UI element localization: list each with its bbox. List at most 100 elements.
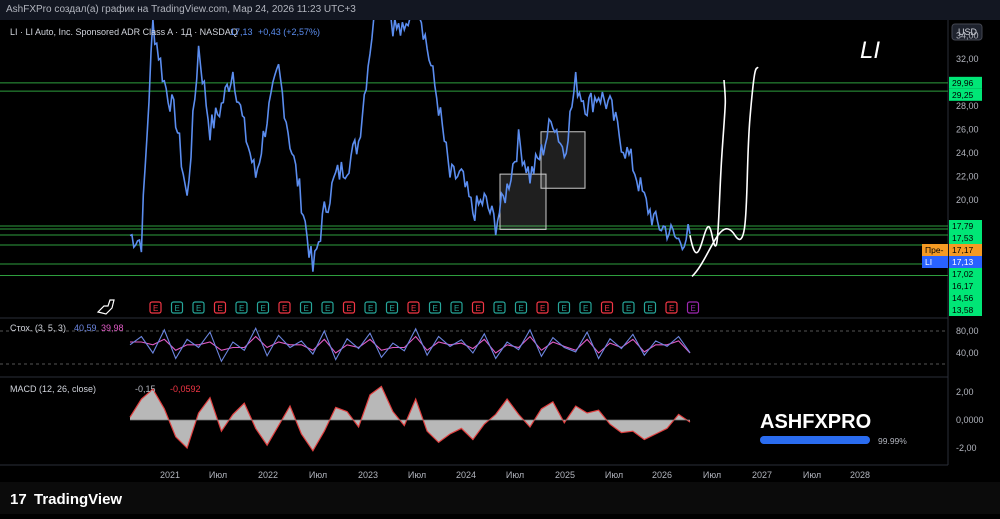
price-axis-tick: 34,00 [956, 30, 979, 40]
time-axis-tick: 2025 [555, 470, 575, 480]
time-axis-tick: 2022 [258, 470, 278, 480]
earnings-event-marker[interactable] [235, 301, 248, 314]
earnings-event-label: E [626, 304, 631, 313]
earnings-event-marker[interactable] [514, 301, 528, 314]
earnings-event-label: E [304, 304, 309, 313]
price-line-series[interactable] [129, 20, 691, 272]
earnings-event-marker[interactable] [149, 301, 162, 314]
replay-icon[interactable] [96, 299, 115, 315]
price-axis-tick: 22,00 [956, 171, 979, 181]
macd-value-2: -0,0592 [170, 384, 201, 394]
earnings-event-marker[interactable] [364, 301, 377, 314]
projection-path[interactable] [689, 79, 727, 254]
price-badge-value: 29,25 [952, 90, 974, 100]
earnings-event-marker[interactable] [342, 301, 356, 314]
macd-axis-tick: -2,00 [956, 443, 977, 453]
tradingview-logo[interactable]: 17 TradingView [0, 482, 160, 514]
macd-axis-tick: 0,0000 [956, 415, 984, 425]
price-badge [949, 232, 982, 244]
price-badge-value: 14,56 [952, 293, 974, 303]
earnings-event-marker[interactable] [170, 301, 184, 314]
price-badge-value: 17,13 [952, 257, 974, 267]
earnings-event-marker[interactable] [471, 301, 485, 314]
time-axis-tick: Июл [506, 470, 524, 480]
credit-text: AshFXPro создал(а) график на TradingView… [6, 4, 356, 15]
price-badge [949, 88, 982, 101]
price-badge [949, 292, 982, 304]
earnings-event-label: E [347, 304, 352, 313]
earnings-event-label: E [562, 304, 567, 313]
earnings-event-label: E [411, 304, 416, 313]
range-box[interactable] [540, 131, 586, 189]
stoch-axis-tick: 40,00 [956, 348, 979, 358]
currency-label[interactable]: USD [958, 27, 978, 37]
time-axis-tick: Июл [408, 470, 426, 480]
earnings-event-marker[interactable] [450, 301, 463, 314]
earnings-event-marker[interactable] [428, 301, 442, 314]
price-badge-prefix: LI [925, 257, 932, 267]
price-badge-value: 16,17 [952, 281, 974, 291]
price-badge [949, 220, 982, 232]
earnings-event-label: E [605, 304, 610, 313]
stoch-d-line[interactable] [130, 335, 691, 354]
earnings-event-marker[interactable] [665, 301, 678, 314]
time-axis-tick: 2027 [752, 470, 772, 480]
earnings-event-marker[interactable] [192, 301, 205, 314]
price-axis-tick: 20,00 [956, 195, 979, 205]
top-credit-bar: AshFXPro создал(а) график на TradingView… [0, 0, 1000, 20]
earnings-event-label: E [669, 304, 674, 313]
earnings-event-marker[interactable] [536, 301, 549, 314]
projection-path[interactable] [691, 66, 759, 278]
macd-axis-tick: 2,00 [956, 387, 974, 397]
macd-value-1: -0,15 [135, 384, 156, 394]
time-axis-tick: Июл [803, 470, 821, 480]
price-badge [949, 304, 982, 316]
price-badge-prefix: Пре- [925, 245, 944, 255]
stoch-title[interactable]: Стох. (3, 5, 3) [10, 323, 66, 333]
earnings-event-marker[interactable] [600, 301, 614, 314]
earnings-event-marker[interactable] [299, 301, 313, 314]
earnings-event-label: E [476, 304, 481, 313]
time-axis-tick: Июл [209, 470, 227, 480]
earnings-event-marker[interactable] [407, 301, 420, 314]
earnings-event-marker[interactable] [643, 301, 657, 314]
earnings-event-marker[interactable] [213, 301, 227, 314]
earnings-event-label: E [519, 304, 524, 313]
price-badge-tag [922, 256, 948, 268]
earnings-event-marker[interactable] [493, 301, 506, 314]
earnings-event-label: E [175, 304, 180, 313]
earnings-event-label: E [196, 304, 201, 313]
price-badge-value: 17,17 [952, 245, 974, 255]
chart-area[interactable]: LI LI · LI Auto, Inc. Sponsored ADR Class… [0, 20, 1000, 482]
stoch-k-value: 40,59 [74, 323, 97, 333]
stoch-k-line[interactable] [129, 326, 691, 363]
earnings-event-marker[interactable] [321, 301, 334, 314]
macd-title[interactable]: MACD (12, 26, close) [10, 384, 96, 394]
price-badge-value: 17,79 [952, 221, 974, 231]
earnings-event-marker[interactable] [622, 301, 635, 314]
earnings-event-label: E [433, 304, 438, 313]
watermark-brand: ASHFXPRO [760, 411, 871, 433]
macd-histogram-area[interactable] [130, 386, 690, 451]
earnings-event-label: E [583, 304, 588, 313]
earnings-event-marker[interactable] [385, 301, 399, 314]
earnings-event-marker[interactable] [557, 301, 571, 314]
legend-change: +0,43 (+2,57%) [258, 27, 320, 37]
earnings-event-marker[interactable] [686, 301, 700, 314]
price-badge [949, 76, 982, 89]
earnings-event-marker[interactable] [278, 301, 291, 314]
macd-signal-line[interactable] [129, 385, 691, 452]
earnings-event-label: E [325, 304, 330, 313]
earnings-event-marker[interactable] [256, 301, 270, 314]
legend-symbol[interactable]: LI · LI Auto, Inc. Sponsored ADR Class A… [10, 27, 238, 37]
footer-bar: 17 TradingView [0, 482, 1000, 514]
currency-button[interactable] [951, 23, 983, 41]
time-axis-tick: 2028 [850, 470, 870, 480]
earnings-event-label: E [368, 304, 373, 313]
price-badge [949, 244, 982, 256]
time-axis-tick: 2021 [160, 470, 180, 480]
price-badge-tag [922, 244, 948, 256]
earnings-event-marker[interactable] [579, 301, 592, 314]
earnings-event-label: E [390, 304, 395, 313]
range-box[interactable] [499, 173, 547, 230]
